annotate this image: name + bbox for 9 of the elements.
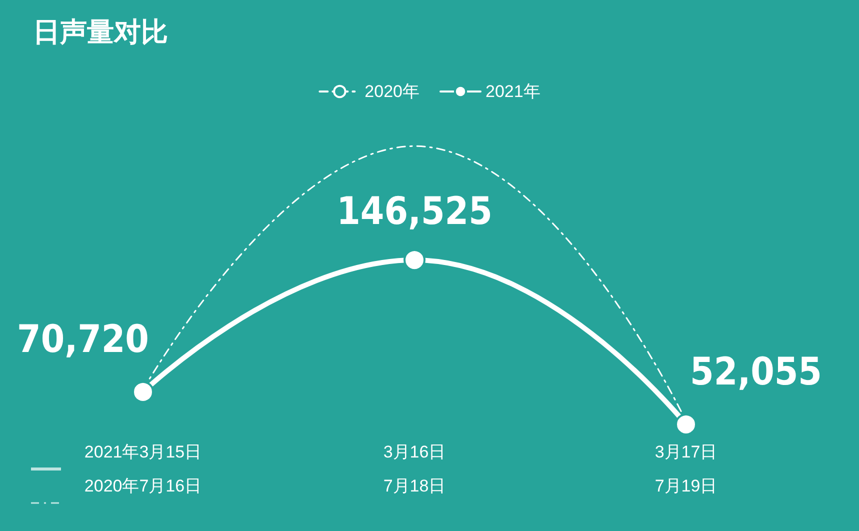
legend-label: 2021年 [486, 82, 540, 101]
x-tick-label: 2021年3月15日 2020年7月16日 [84, 442, 202, 496]
x-tick-label: 3月16日 7月18日 [383, 442, 446, 496]
data-label: 52,055 [690, 349, 822, 394]
chart-title: 日声量对比 [33, 17, 168, 48]
data-label: 70,720 [17, 316, 149, 361]
data-label: 146,525 [336, 189, 492, 234]
legend-label: 2020年 [364, 82, 420, 101]
x-tick-label: 3月17日 7月19日 [654, 442, 718, 496]
